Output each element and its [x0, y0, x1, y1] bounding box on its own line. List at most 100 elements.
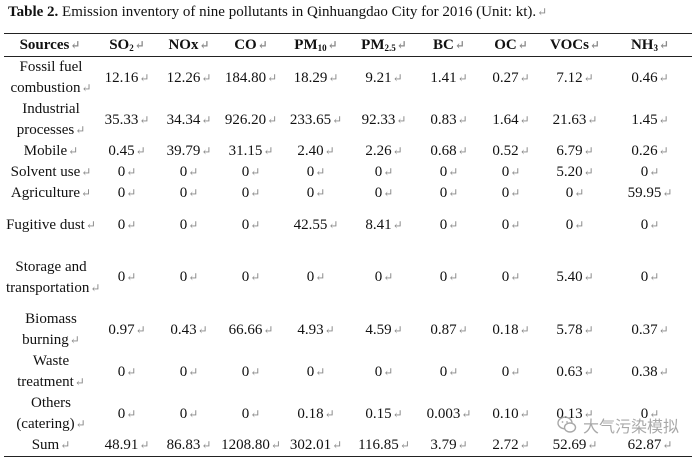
- cell-mark: ↵: [324, 322, 335, 337]
- cell-mark: ↵: [510, 217, 521, 232]
- value-cell: 6.79↵: [542, 141, 608, 162]
- value-cell: 0.83↵: [418, 99, 480, 141]
- value-cell: 9.21↵: [350, 57, 418, 100]
- header-pollutant: PM10↵: [282, 34, 350, 57]
- value-cell: 0↵: [480, 204, 542, 246]
- cell-value: 0: [439, 216, 448, 233]
- value-cell: 0.003↵: [418, 393, 480, 435]
- header-pollutant: NOx↵: [158, 34, 220, 57]
- header-label: NOx: [168, 36, 199, 53]
- source-cell: Mobile↵: [4, 141, 96, 162]
- value-cell: 0↵: [608, 204, 692, 246]
- table-row: Storage and transportation↵ 0↵ 0↵ 0↵ 0↵ 0↵ 0↵ 0…: [4, 246, 692, 309]
- cell-value: 0.003: [426, 405, 461, 422]
- cell-value: 0: [439, 164, 448, 180]
- value-cell: 5.78↵: [542, 309, 608, 351]
- cell-value: 0: [640, 269, 649, 285]
- cell-value: 2.26: [365, 143, 392, 159]
- header-pollutant: NH3↵: [608, 34, 692, 57]
- cell-value: 0: [439, 185, 448, 201]
- cell-mark: ↵: [587, 438, 598, 452]
- table-row: Mobile↵ 0.45↵ 39.79↵ 31.15↵ 2.40↵ 2.26↵ 0.68↵ 0…: [4, 141, 692, 162]
- cell-mark: ↵: [589, 37, 600, 52]
- value-cell: 0↵: [608, 246, 692, 309]
- paragraph-mark: ↵: [537, 5, 548, 19]
- table-row: Industrial processes↵ 35.33↵ 34.34↵ 926.20↵…: [4, 99, 692, 141]
- table-row: Solvent use↵ 0↵ 0↵ 0↵ 0↵ 0↵ 0↵ 0↵ 5.20↵ 0↵: [4, 162, 692, 183]
- cell-mark: ↵: [519, 70, 530, 85]
- cell-value: 7.12: [556, 69, 583, 86]
- source-label: Fossil fuel combustion: [10, 59, 83, 96]
- cell-mark: ↵: [510, 186, 521, 200]
- cell-value: 42.55: [293, 216, 328, 233]
- value-cell: 0↵: [608, 393, 692, 435]
- cell-mark: ↵: [75, 417, 86, 431]
- cell-mark: ↵: [188, 165, 199, 179]
- cell-value: 5.20: [556, 164, 583, 180]
- value-cell: 0↵: [96, 183, 158, 204]
- cell-value: 0: [117, 216, 126, 233]
- cell-mark: ↵: [574, 217, 585, 232]
- header-sources: Sources↵: [4, 34, 96, 57]
- value-cell: 0↵: [282, 162, 350, 183]
- value-cell: 0.38↵: [608, 351, 692, 393]
- value-cell: 39.79↵: [158, 141, 220, 162]
- cell-mark: ↵: [448, 270, 459, 284]
- value-cell: 0↵: [282, 246, 350, 309]
- cell-value: 62.87: [627, 437, 662, 453]
- cell-value: 8.41: [365, 216, 392, 233]
- cell-mark: ↵: [392, 70, 403, 85]
- cell-value: 0: [501, 216, 510, 233]
- source-cell: Sum↵: [4, 435, 96, 457]
- cell-mark: ↵: [188, 406, 199, 421]
- cell-value: 92.33: [361, 111, 396, 128]
- caption-text: Emission inventory of nine pollutants in…: [58, 4, 537, 20]
- value-cell: 3.79↵: [418, 435, 480, 457]
- value-cell: 0↵: [220, 162, 282, 183]
- cell-mark: ↵: [649, 217, 660, 232]
- cell-value: 0.15: [365, 405, 392, 422]
- cell-value: 1.45: [631, 111, 658, 128]
- header-label: CO: [234, 36, 257, 53]
- value-cell: 0↵: [220, 204, 282, 246]
- cell-value: 4.59: [365, 321, 392, 338]
- source-cell: Others (catering)↵: [4, 393, 96, 435]
- value-cell: 21.63↵: [542, 99, 608, 141]
- cell-value: 0.38: [631, 363, 658, 380]
- cell-mark: ↵: [257, 37, 268, 52]
- source-label: Mobile: [23, 143, 68, 159]
- cell-mark: ↵: [448, 364, 459, 379]
- source-label: Agriculture: [10, 185, 81, 201]
- cell-mark: ↵: [270, 438, 281, 452]
- cell-mark: ↵: [649, 270, 660, 284]
- value-cell: 0↵: [480, 351, 542, 393]
- value-cell: 42.55↵: [282, 204, 350, 246]
- value-cell: 0↵: [158, 204, 220, 246]
- cell-value: 1.64: [492, 111, 519, 128]
- cell-mark: ↵: [139, 438, 150, 452]
- header-pollutant: SO2↵: [96, 34, 158, 57]
- value-cell: 8.41↵: [350, 204, 418, 246]
- cell-value: 5.40: [556, 269, 583, 285]
- cell-mark: ↵: [328, 217, 339, 232]
- value-cell: 0↵: [418, 162, 480, 183]
- cell-mark: ↵: [392, 217, 403, 232]
- cell-value: 0: [374, 269, 383, 285]
- cell-mark: ↵: [315, 165, 326, 179]
- cell-value: 926.20: [224, 111, 267, 128]
- cell-mark: ↵: [461, 406, 472, 421]
- cell-mark: ↵: [583, 270, 594, 284]
- cell-mark: ↵: [126, 406, 137, 421]
- cell-mark: ↵: [324, 144, 335, 158]
- cell-mark: ↵: [328, 70, 339, 85]
- cell-mark: ↵: [250, 364, 261, 379]
- cell-value: 0: [640, 216, 649, 233]
- value-cell: 48.91↵: [96, 435, 158, 457]
- cell-mark: ↵: [519, 322, 530, 337]
- header-label: OC: [494, 36, 517, 53]
- value-cell: 0↵: [608, 162, 692, 183]
- cell-value: 1.41: [430, 69, 457, 86]
- source-cell: Solvent use↵: [4, 162, 96, 183]
- cell-mark: ↵: [448, 165, 459, 179]
- value-cell: 0↵: [282, 351, 350, 393]
